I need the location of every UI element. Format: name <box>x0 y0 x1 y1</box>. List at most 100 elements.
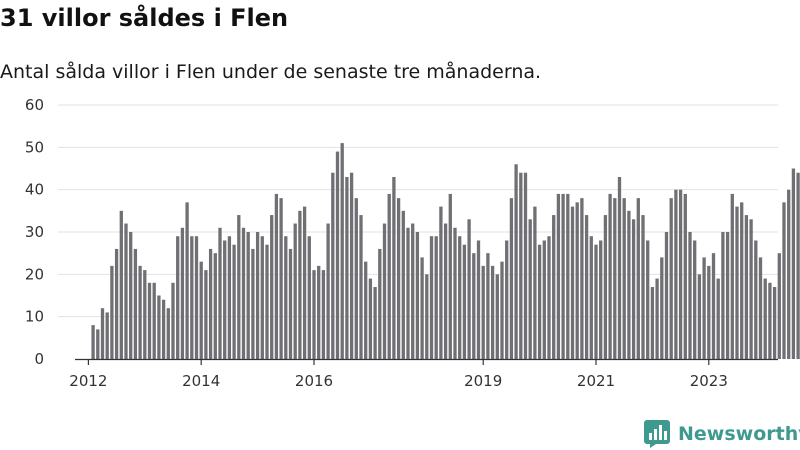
bar <box>580 198 584 359</box>
bar <box>232 244 236 359</box>
bar <box>176 236 180 359</box>
bar <box>763 278 767 359</box>
bar <box>537 244 542 359</box>
x-tick-label: 2012 <box>69 372 107 390</box>
bar <box>406 227 410 359</box>
bar <box>241 227 246 359</box>
bar <box>420 257 424 359</box>
bar <box>345 176 349 359</box>
bar <box>547 236 551 359</box>
bar <box>218 227 222 359</box>
bar <box>335 151 340 359</box>
bar <box>599 240 603 359</box>
bar <box>782 202 786 359</box>
bar <box>646 240 650 359</box>
bar <box>439 206 443 359</box>
bar <box>147 282 152 359</box>
bar <box>354 198 358 359</box>
bar <box>133 248 138 359</box>
bar <box>171 282 175 359</box>
x-tick-label: 2016 <box>295 372 333 390</box>
bar <box>613 198 617 359</box>
bar <box>528 219 532 359</box>
bar <box>298 210 302 359</box>
bar <box>373 287 377 359</box>
bar <box>566 193 570 359</box>
bar <box>274 193 279 359</box>
bar <box>378 248 382 359</box>
bar <box>411 223 415 359</box>
bar <box>674 189 678 359</box>
bar <box>453 227 457 359</box>
x-tick-label: 2021 <box>577 372 615 390</box>
bar <box>777 253 781 359</box>
bar <box>490 265 495 359</box>
bar <box>227 236 232 359</box>
chart-title: 31 villor såldes i Flen <box>0 4 289 32</box>
bar <box>293 223 297 359</box>
bar <box>194 236 199 359</box>
bar <box>307 236 311 359</box>
bar <box>716 278 720 359</box>
bar <box>462 244 467 359</box>
newsworthy-brand[interactable]: Newsworthy <box>644 419 800 449</box>
bar <box>199 261 203 359</box>
bar <box>735 206 739 359</box>
bar <box>707 265 711 359</box>
bar <box>514 164 518 359</box>
bar <box>110 265 114 359</box>
bar <box>627 210 631 359</box>
y-tick-label: 20 <box>25 265 44 283</box>
bar <box>796 172 800 359</box>
bar <box>542 240 546 359</box>
bar <box>129 232 133 359</box>
bar <box>100 308 105 359</box>
bar <box>157 295 161 359</box>
x-tick-label: 2019 <box>464 372 502 390</box>
bar <box>702 257 706 359</box>
bar <box>552 215 556 359</box>
bar <box>255 232 260 359</box>
bar <box>105 312 109 359</box>
bar <box>683 193 687 359</box>
bar <box>364 261 368 359</box>
bar <box>641 215 645 359</box>
bar-chart-logo-icon <box>644 420 670 448</box>
bar <box>425 274 429 359</box>
bar <box>166 308 170 359</box>
bar <box>725 232 730 359</box>
bar <box>91 325 95 359</box>
bar <box>481 265 485 359</box>
bar <box>791 168 796 359</box>
bar <box>519 172 523 359</box>
bar <box>349 172 354 359</box>
bar <box>570 206 575 359</box>
bar <box>185 202 189 359</box>
bar <box>321 270 326 359</box>
bar <box>458 236 462 359</box>
y-tick-label: 40 <box>25 181 44 199</box>
bar <box>533 206 537 359</box>
bar <box>730 193 734 359</box>
bar <box>660 257 664 359</box>
bar <box>561 193 565 359</box>
bar <box>396 198 401 359</box>
bar <box>787 189 791 359</box>
bar <box>584 215 589 359</box>
bar <box>434 236 438 359</box>
bar <box>387 193 391 359</box>
bar <box>772 287 777 359</box>
bar <box>96 329 100 359</box>
bars <box>91 143 800 359</box>
bar <box>359 215 363 359</box>
bar <box>138 265 142 359</box>
bar <box>401 210 405 359</box>
bar <box>288 248 293 359</box>
brand-name: Newsworthy <box>678 423 800 445</box>
bar <box>505 240 509 359</box>
bar <box>500 261 504 359</box>
y-tick-label: 50 <box>25 138 44 156</box>
bar <box>523 172 528 359</box>
bar <box>260 236 264 359</box>
